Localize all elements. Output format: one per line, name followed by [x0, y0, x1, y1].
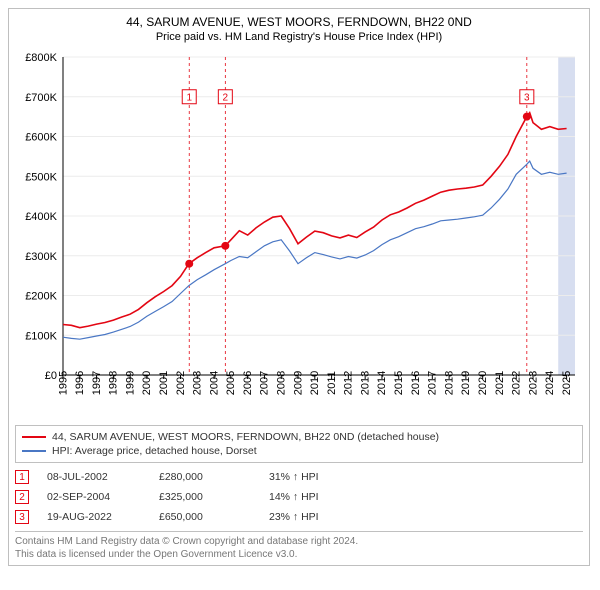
svg-text:2001: 2001	[158, 371, 170, 395]
svg-text:2015: 2015	[393, 371, 405, 395]
svg-text:2009: 2009	[292, 371, 304, 395]
footer-line-1: Contains HM Land Registry data © Crown c…	[15, 535, 583, 548]
sale-event-delta: 14% ↑ HPI	[269, 491, 319, 503]
sale-event-price: £650,000	[159, 511, 251, 523]
svg-text:£0: £0	[45, 370, 57, 382]
sale-event-delta: 23% ↑ HPI	[269, 511, 319, 523]
sale-events-table: 1 08-JUL-2002 £280,000 31% ↑ HPI 2 02-SEP-200…	[15, 467, 583, 527]
sale-event-marker: 2	[15, 490, 29, 504]
chart-plot: £0 £100K £200K £300K £400K £500K £600K £700K £80…	[15, 49, 583, 417]
svg-text:£700K: £700K	[25, 92, 57, 104]
svg-text:2002: 2002	[175, 371, 187, 395]
svg-text:£400K: £400K	[25, 211, 57, 223]
svg-text:1995: 1995	[57, 371, 69, 395]
svg-text:2014: 2014	[376, 371, 388, 395]
legend-swatch	[22, 450, 46, 452]
svg-text:£500K: £500K	[25, 171, 57, 183]
svg-text:1997: 1997	[91, 371, 103, 395]
legend-swatch	[22, 436, 46, 438]
svg-text:2021: 2021	[494, 371, 506, 395]
legend-label: 44, SARUM AVENUE, WEST MOORS, FERNDOWN, …	[52, 431, 439, 443]
svg-text:2: 2	[223, 92, 229, 103]
svg-text:1996: 1996	[74, 371, 86, 395]
svg-text:3: 3	[524, 92, 530, 103]
svg-text:2007: 2007	[259, 371, 271, 395]
svg-text:£600K: £600K	[25, 132, 57, 144]
sale-event-row: 3 19-AUG-2022 £650,000 23% ↑ HPI	[15, 507, 583, 527]
svg-text:£800K: £800K	[25, 52, 57, 64]
chart-subtitle: Price paid vs. HM Land Registry's House …	[9, 31, 589, 43]
svg-text:1: 1	[186, 92, 192, 103]
sale-event-delta: 31% ↑ HPI	[269, 471, 319, 483]
svg-text:2004: 2004	[208, 371, 220, 395]
svg-text:£300K: £300K	[25, 251, 57, 263]
svg-text:2012: 2012	[343, 371, 355, 395]
sale-event-marker: 1	[15, 470, 29, 484]
legend-row: 44, SARUM AVENUE, WEST MOORS, FERNDOWN, …	[22, 430, 576, 444]
footer-line-2: This data is licensed under the Open Gov…	[15, 548, 583, 561]
svg-text:2020: 2020	[477, 371, 489, 395]
chart-title: 44, SARUM AVENUE, WEST MOORS, FERNDOWN, …	[9, 15, 589, 29]
svg-text:£200K: £200K	[25, 291, 57, 303]
sale-event-date: 19-AUG-2022	[47, 511, 141, 523]
svg-text:2003: 2003	[192, 371, 204, 395]
svg-text:1999: 1999	[124, 371, 136, 395]
chart-container: 44, SARUM AVENUE, WEST MOORS, FERNDOWN, …	[8, 8, 590, 566]
svg-text:2019: 2019	[460, 371, 472, 395]
svg-text:2005: 2005	[225, 371, 237, 395]
legend: 44, SARUM AVENUE, WEST MOORS, FERNDOWN, …	[15, 425, 583, 463]
sale-event-price: £325,000	[159, 491, 251, 503]
chart-titles: 44, SARUM AVENUE, WEST MOORS, FERNDOWN, …	[9, 9, 589, 43]
svg-text:2022: 2022	[511, 371, 523, 395]
svg-text:2006: 2006	[242, 371, 254, 395]
svg-text:2025: 2025	[561, 371, 573, 395]
svg-text:1998: 1998	[108, 371, 120, 395]
sale-event-row: 1 08-JUL-2002 £280,000 31% ↑ HPI	[15, 467, 583, 487]
svg-text:2023: 2023	[527, 371, 539, 395]
svg-text:2024: 2024	[544, 371, 556, 395]
sale-event-row: 2 02-SEP-2004 £325,000 14% ↑ HPI	[15, 487, 583, 507]
svg-text:2013: 2013	[359, 371, 371, 395]
svg-text:2016: 2016	[410, 371, 422, 395]
legend-label: HPI: Average price, detached house, Dors…	[52, 445, 257, 457]
svg-text:2010: 2010	[309, 371, 321, 395]
svg-text:2008: 2008	[276, 371, 288, 395]
chart-footer: Contains HM Land Registry data © Crown c…	[15, 531, 583, 561]
svg-text:2018: 2018	[443, 371, 455, 395]
svg-text:2000: 2000	[141, 371, 153, 395]
sale-event-date: 02-SEP-2004	[47, 491, 141, 503]
sale-event-price: £280,000	[159, 471, 251, 483]
sale-event-date: 08-JUL-2002	[47, 471, 141, 483]
svg-text:2017: 2017	[427, 371, 439, 395]
svg-text:£100K: £100K	[25, 330, 57, 342]
sale-event-marker: 3	[15, 510, 29, 524]
chart-svg: £0 £100K £200K £300K £400K £500K £600K £700K £80…	[15, 49, 583, 417]
legend-row: HPI: Average price, detached house, Dors…	[22, 444, 576, 458]
svg-text:2011: 2011	[326, 371, 338, 395]
